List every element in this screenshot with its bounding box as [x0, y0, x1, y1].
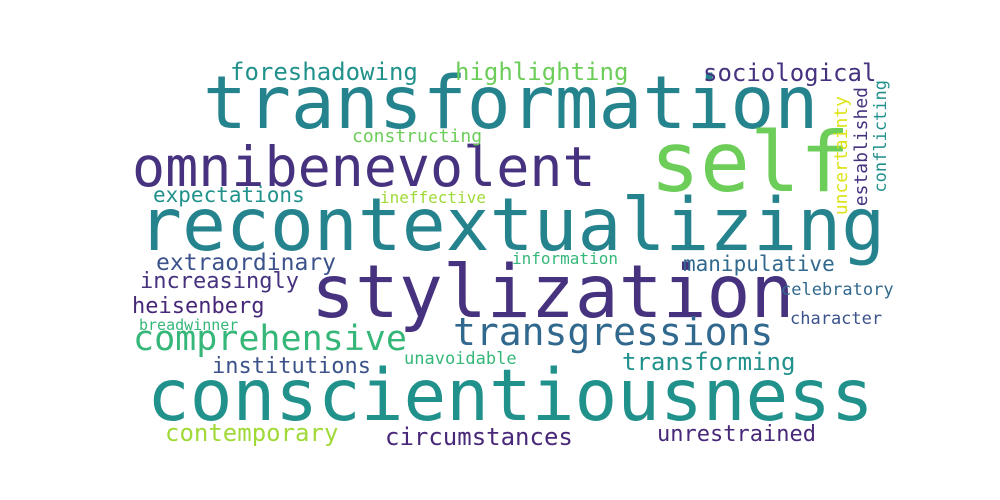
word-established: established: [851, 87, 872, 207]
word-heisenberg: heisenberg: [132, 294, 265, 319]
word-transforming: transforming: [622, 348, 796, 376]
word-extraordinary: extraordinary: [156, 250, 337, 276]
word-circumstances: circumstances: [385, 423, 573, 451]
word-manipulative: manipulative: [683, 252, 835, 276]
word-ineffective: ineffective: [380, 188, 486, 207]
word-highlighting: highlighting: [455, 58, 629, 86]
word-comprehensive: comprehensive: [133, 319, 407, 359]
word-expectations: expectations: [153, 183, 305, 207]
word-self: self: [650, 114, 850, 211]
word-foreshadowing: foreshadowing: [230, 58, 418, 86]
word-transformation: transformation: [203, 61, 819, 146]
word-transgressions: transgressions: [453, 310, 774, 354]
word-increasingly: increasingly: [140, 269, 299, 294]
word-conscientiousness: conscientiousness: [147, 354, 874, 437]
word-contemporary: contemporary: [165, 419, 339, 447]
word-constructing: constructing: [352, 126, 483, 147]
word-uncertainty: uncertainty: [831, 96, 852, 216]
word-conflicting: conflicting: [871, 80, 891, 193]
word-breadwinner: breadwinner: [139, 316, 239, 334]
word-celebratory: celebratory: [781, 280, 894, 300]
word-character: character: [790, 309, 883, 329]
word-omnibenevolent: omnibenevolent: [132, 135, 596, 199]
word-recontextualizing: recontextualizing: [138, 183, 886, 268]
word-sociological: sociological: [703, 59, 877, 87]
word-stylization: stylization: [311, 250, 795, 335]
word-institutions: institutions: [212, 354, 371, 379]
word-unavoidable: unavoidable: [404, 349, 517, 369]
word-unrestrained: unrestrained: [657, 422, 816, 447]
word-information: information: [512, 249, 618, 268]
